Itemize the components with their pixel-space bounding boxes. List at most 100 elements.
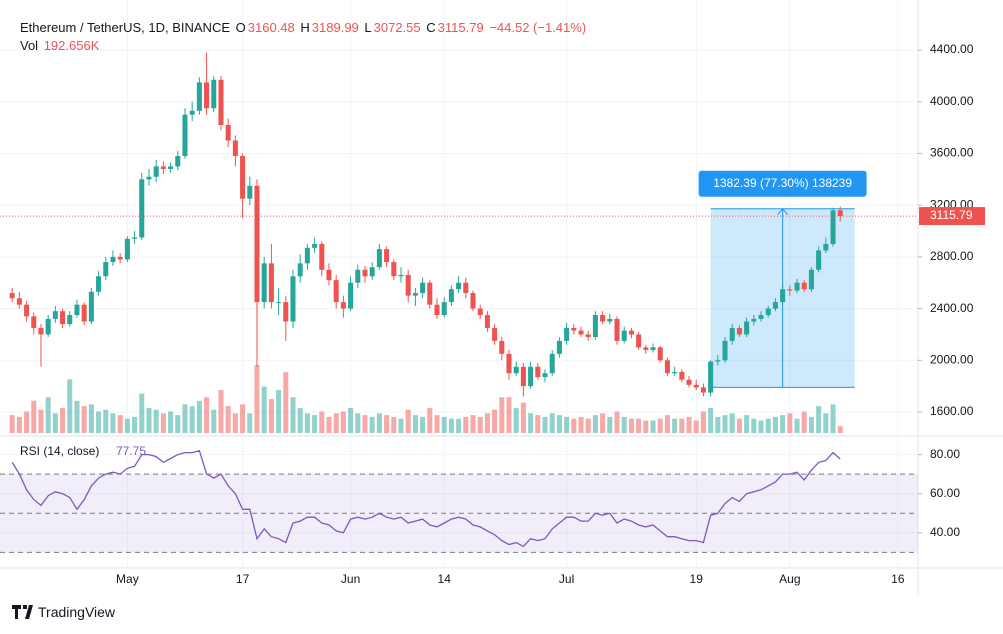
candle-body [146,176,152,180]
candle-body [578,330,584,335]
volume-bar [477,416,483,433]
volume-bar [81,406,87,433]
volume-bar [146,407,152,433]
candle-body [240,156,246,199]
close-letter: C [426,20,436,35]
candle-body [45,318,51,335]
candle-body [398,274,404,277]
volume-bar [571,418,577,433]
volume-row: Vol 192.656K [20,37,588,55]
volume-bar [326,416,332,433]
candle-body [304,247,310,264]
y-tick-label: 4400.00 [930,42,974,56]
volume-bar [412,415,418,433]
candle-body [168,166,174,169]
candle-body [232,140,238,157]
brand: TradingView [38,604,116,620]
candle-body [556,340,562,354]
candle-body [650,347,656,350]
candle-body [60,311,66,325]
measure-arrowhead [777,207,789,216]
candle-body [722,340,728,361]
volume-bar [290,397,296,433]
candle-body [333,280,339,303]
candle-body [88,291,94,322]
candle-body [175,156,181,167]
volume-bar [736,418,742,433]
volume-bar [362,415,368,433]
candle-body [103,262,109,277]
candle-body [600,315,606,322]
volume-bar [513,407,519,433]
volume-bar [441,416,447,433]
candle-body [801,282,807,290]
volume-bar [700,411,706,433]
last-price-label: 3115.79 [930,208,973,222]
candle-body [38,327,44,335]
volume-bar [45,397,51,433]
candle-body [283,302,289,322]
candle-body [9,293,15,299]
candle-body [787,289,793,291]
volume-bar [585,418,591,433]
y-tick-label: 4000.00 [930,94,974,108]
candle-body [362,269,368,277]
rsi-title: RSI (14, close) [20,444,99,458]
x-tick-label: 16 [891,572,905,586]
volume-bar [182,404,188,433]
volume-bar [830,404,836,433]
volume-bar [765,418,771,433]
candle-body [261,263,267,303]
candle-body [830,210,836,244]
candle-body [528,366,534,387]
volume-bar [391,416,397,433]
volume-bar [297,407,303,433]
low-value: 3072.55 [373,20,421,35]
candle-body [643,347,649,350]
volume-bar [636,418,642,433]
volume-bar [88,404,94,433]
candle-body [679,371,685,380]
volume-bar [67,379,73,433]
candle-body [276,302,282,304]
volume-bar [74,400,80,433]
candle-body [405,274,411,296]
candle-body [434,304,440,316]
volume-bar [549,413,555,433]
y-tick-label: 2800.00 [930,249,974,263]
volume-bar [456,418,462,433]
volume-bar [722,415,728,433]
volume-bar [535,415,541,433]
candle-body [211,79,217,109]
candle-body [355,269,361,283]
volume-bar [650,420,656,433]
candle-body [448,289,454,303]
volume-bar [355,413,361,433]
volume-bar [348,407,354,433]
candle-body [218,79,224,126]
candle-body [81,304,87,322]
candle-body [736,327,742,335]
candle-body [585,334,591,338]
volume-bar [823,413,829,433]
x-tick-label: May [116,572,139,586]
candle-body [520,366,526,387]
open-value: 3160.48 [247,20,295,35]
candle-body [16,298,22,305]
y-tick-label: 1600.00 [930,404,974,418]
volume-bar [312,415,318,433]
volume-bar [499,397,505,433]
volume-bar [808,416,814,433]
volume-bar [132,416,138,433]
volume-bar [153,409,159,433]
volume-bar [434,415,440,433]
low-letter: L [364,20,372,35]
volume-bar [780,415,786,433]
candle-body [700,387,706,393]
volume-bar [24,411,30,433]
high-value: 3189.99 [311,20,359,35]
volume-bar [96,411,102,433]
volume-bar [679,418,685,433]
volume-name: Vol [20,38,39,53]
